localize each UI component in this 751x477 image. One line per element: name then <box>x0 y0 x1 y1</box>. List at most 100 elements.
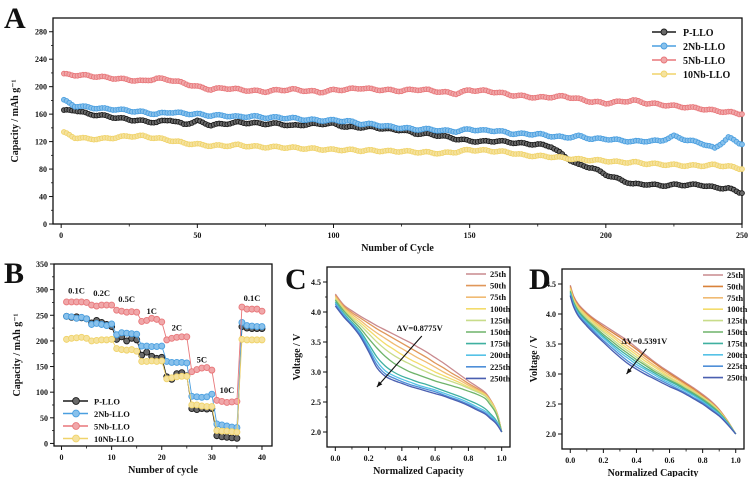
data-point <box>133 347 141 355</box>
panel-label: B <box>4 257 24 290</box>
y-tick-label: 280 <box>35 28 47 37</box>
legend-item: 225th <box>703 361 748 371</box>
y-tick-label: 3.5 <box>546 340 556 349</box>
x-axis-title: Number of cycle <box>128 465 198 476</box>
arrow-head-icon <box>626 368 632 374</box>
legend-item: P-LLO <box>63 397 120 407</box>
legend-item: 5Nb-LLO <box>63 422 130 432</box>
x-tick-label: 50 <box>193 231 201 240</box>
legend-label: 2Nb-LLO <box>683 42 725 53</box>
x-tick-label: 0.4 <box>397 454 407 463</box>
legend-marker <box>72 434 80 443</box>
legend-label: 10Nb-LLO <box>94 434 135 444</box>
y-tick-label: 3.0 <box>311 368 321 377</box>
legend-item: 125th <box>703 316 748 326</box>
legend: P-LLO 2Nb-LLO 5Nb-LLO 10Nb-LLO <box>63 397 135 444</box>
legend: P-LLO 2Nb-LLO 5Nb-LLO 10Nb-LLO <box>652 28 730 81</box>
legend-marker <box>72 397 80 405</box>
y-tick-label: 0 <box>43 220 47 229</box>
legend-item: 75th <box>703 293 743 303</box>
legend-item: 100th <box>703 304 748 314</box>
legend-item: 150th <box>703 327 748 337</box>
legend-label: 2Nb-LLO <box>94 409 130 419</box>
data-point <box>739 141 745 148</box>
x-tick-label: 0.0 <box>330 454 340 463</box>
x-tick-label: 0.8 <box>463 454 473 463</box>
data-point <box>238 318 246 326</box>
data-point <box>108 335 116 343</box>
y-tick-label: 4.0 <box>311 308 321 317</box>
legend-label: 75th <box>727 293 743 303</box>
data-point <box>739 111 745 117</box>
x-tick-label: 0 <box>59 231 63 240</box>
rate-label: 0.2C <box>93 288 110 298</box>
legend-marker <box>72 409 80 418</box>
legend-label: 225th <box>727 361 748 371</box>
legend-label: 25th <box>490 269 506 279</box>
y-tick-label: 40 <box>39 193 47 202</box>
legend-item: 250th <box>703 373 748 383</box>
curve-225th <box>569 294 737 435</box>
y-axis-title: Voltage / V <box>529 335 540 382</box>
series-5nb-llo <box>61 70 745 118</box>
legend-label: 200th <box>727 350 748 360</box>
y-tick-label: 50 <box>40 414 48 423</box>
legend-item: 225th <box>466 362 511 372</box>
data-point <box>739 190 745 196</box>
y-tick-label: 250 <box>36 311 48 320</box>
series-10nb-llo <box>63 333 266 436</box>
y-tick-label: 150 <box>36 363 48 372</box>
y-axis-title: Voltage / V <box>292 333 303 380</box>
panel-d: D 2.0 2.5 3.0 3.5 4.0 4.5 0.0 0.2 0.4 0.6 0.8 1.0 Nor… <box>529 263 748 477</box>
legend: 25th50th75th100th125th150th175th200th225… <box>466 269 511 383</box>
legend-label: 175th <box>727 338 748 348</box>
legend-item: 50th <box>703 281 743 291</box>
rate-label: 5C <box>197 354 207 364</box>
x-tick-label: 100 <box>328 231 340 240</box>
series-10nb-llo <box>61 129 745 173</box>
data-point <box>83 315 91 323</box>
legend-item: 150th <box>466 327 511 337</box>
y-tick-label: 300 <box>36 286 48 295</box>
legend-item: 250th <box>466 373 511 383</box>
x-tick-label: 20 <box>158 453 166 462</box>
arrow-head-icon <box>376 381 383 387</box>
curve-200th <box>334 302 503 433</box>
legend-label: 25th <box>727 270 743 280</box>
delta-v-annotation: ΔV=0.8775V <box>376 323 444 388</box>
y-tick-label: 100 <box>36 388 48 397</box>
y-tick-label: 2.0 <box>546 430 556 439</box>
y-tick-label: 160 <box>35 110 47 119</box>
data-point <box>258 307 266 315</box>
y-tick-label: 240 <box>35 55 47 64</box>
data-point <box>108 320 116 328</box>
data-point <box>233 428 241 436</box>
y-tick-label: 3.0 <box>546 370 556 379</box>
x-tick-label: 0.2 <box>598 456 608 465</box>
curve-100th <box>334 297 503 433</box>
legend-label: 225th <box>490 362 511 372</box>
data-point <box>158 342 166 350</box>
x-tick-label: 250 <box>736 231 748 240</box>
panel-c: C 2.0 2.5 3.0 3.5 4.0 4.5 0.0 0.2 0.4 0.6 0.8 1.0 Nor… <box>285 263 511 477</box>
x-tick-label: 30 <box>208 453 216 462</box>
curve-25th <box>569 285 737 435</box>
y-tick-label: 4.5 <box>311 278 321 287</box>
x-tick-label: 1.0 <box>497 454 507 463</box>
legend-item: 25th <box>703 270 743 280</box>
x-tick-label: 150 <box>464 231 476 240</box>
data-point <box>133 330 141 338</box>
curve-125th <box>334 298 503 433</box>
legend-item: 10Nb-LLO <box>652 70 730 81</box>
data-point <box>183 372 191 380</box>
panel-b: B 0 50 100 150 200 250 300 350 0 10 20 30 40 Number of… <box>4 257 273 476</box>
delta-v-label: ΔV=0.8775V <box>397 323 444 333</box>
legend-item: 75th <box>466 292 506 302</box>
y-tick-label: 4.5 <box>546 280 556 289</box>
data-point <box>158 318 166 326</box>
data-point <box>208 403 216 410</box>
data-point <box>208 390 216 398</box>
x-tick-label: 0.0 <box>565 456 575 465</box>
panel-label: A <box>4 2 26 35</box>
